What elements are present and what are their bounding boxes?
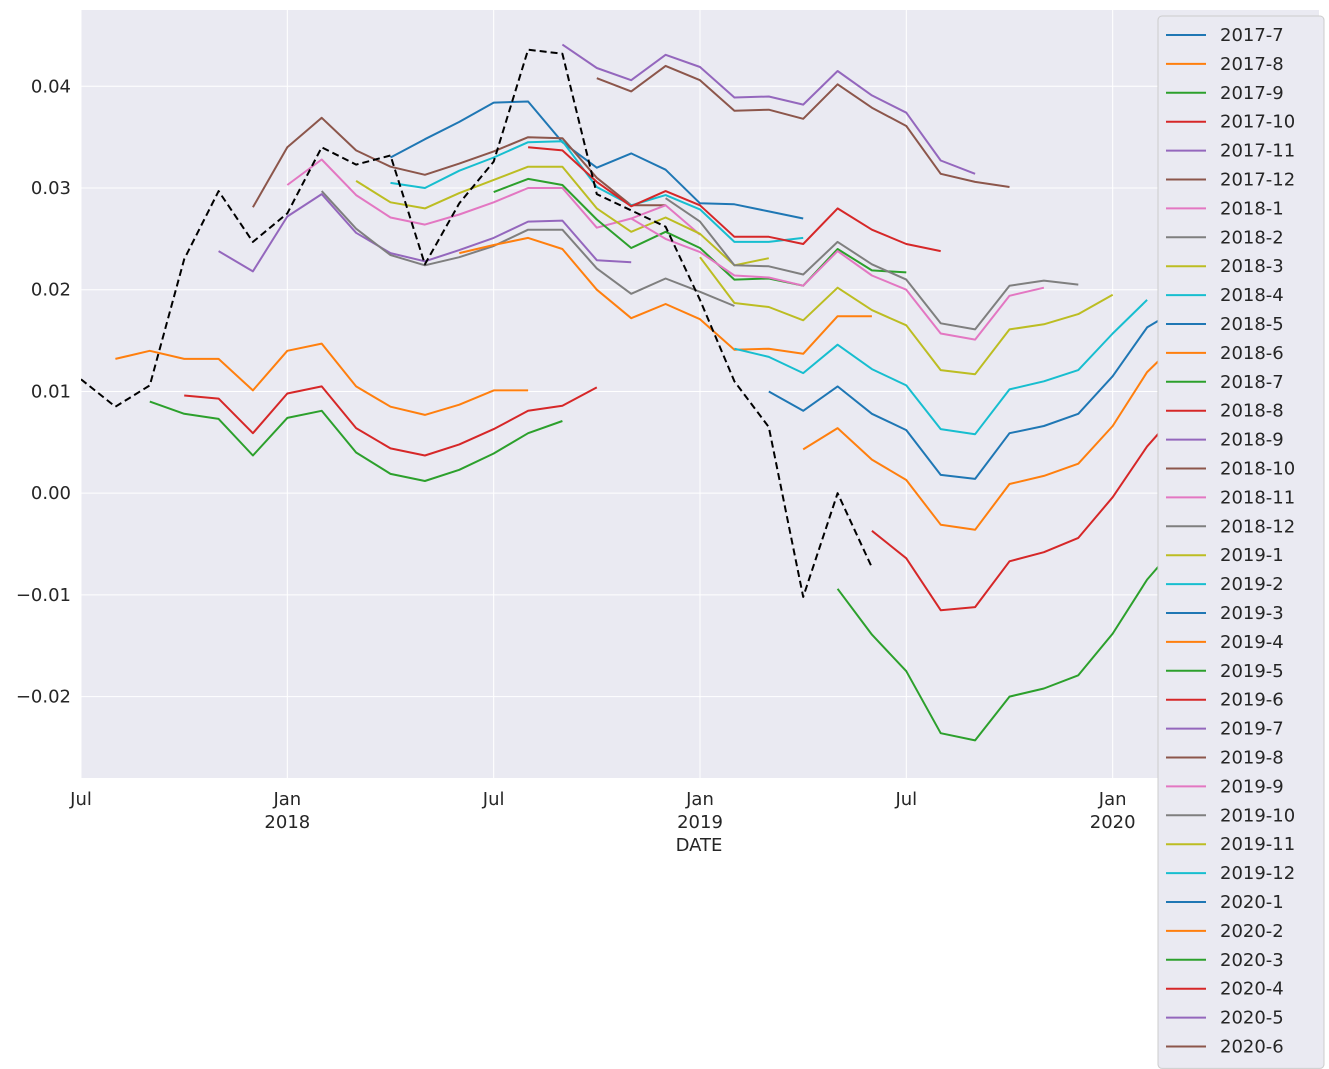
x-axis-title: DATE (676, 835, 723, 856)
legend-label: 2019-10 (1220, 805, 1295, 826)
legend-label: 2018-3 (1220, 256, 1284, 277)
legend-label: 2020-2 (1220, 921, 1284, 942)
legend-label: 2019-5 (1220, 661, 1284, 682)
series-line-2018-9 (561, 43, 976, 175)
series-line-2018-5 (768, 306, 1182, 480)
legend-label: 2017-9 (1220, 83, 1284, 104)
series-line-2018-2 (320, 190, 735, 307)
legend-label: 2019-9 (1220, 776, 1284, 797)
grid-lines (80, 10, 1319, 778)
legend-label: 2019-4 (1220, 632, 1284, 653)
x-tick-label: Jul (482, 789, 505, 810)
legend-label: 2019-11 (1220, 834, 1295, 855)
legend-label: 2018-9 (1220, 430, 1284, 451)
legend-label: 2017-8 (1220, 54, 1284, 75)
legend-label: 2019-8 (1220, 748, 1284, 769)
legend-label: 2018-10 (1220, 459, 1295, 480)
legend-label: 2018-11 (1220, 487, 1295, 508)
x-tick-year-label: 2019 (677, 812, 723, 833)
legend-label: 2020-3 (1220, 950, 1284, 971)
series-line-2019-1 (699, 256, 1114, 376)
y-axis-ticks: −0.02 −0.01 0.00 0.01 0.02 0.03 0.04 (16, 76, 71, 707)
series-line-2017-9 (149, 400, 563, 482)
x-tick-year-label: 2018 (264, 812, 310, 833)
x-tick-label: Jan (1098, 789, 1127, 810)
reference-line-dashed (81, 48, 873, 598)
legend-label: 2019-2 (1220, 574, 1284, 595)
series-line-2019-2 (734, 299, 1148, 436)
x-tick-label: Jan (685, 789, 714, 810)
legend-label: 2019-7 (1220, 719, 1284, 740)
legend-label: 2018-1 (1220, 198, 1284, 219)
x-tick-label: Jan (272, 789, 301, 810)
series-line-2018-6 (459, 236, 872, 355)
y-tick-label: −0.02 (16, 687, 71, 708)
series-line-2018-12 (665, 197, 1079, 331)
series-line-2018-8 (528, 146, 941, 253)
y-tick-label: 0.00 (31, 483, 71, 504)
series-line-2018-3 (355, 165, 770, 267)
y-tick-label: −0.01 (16, 585, 71, 606)
legend-label: 2019-3 (1220, 603, 1284, 624)
legend-label: 2017-11 (1220, 141, 1295, 162)
x-tick-year-label: 2020 (1090, 812, 1136, 833)
series-line-2017-11 (218, 193, 632, 273)
series-line-2018-11 (630, 217, 1045, 341)
series-line-2018-7 (493, 177, 907, 287)
legend-label: 2018-8 (1220, 401, 1284, 422)
series-line-2017-8 (115, 342, 529, 416)
series-line-2018-4 (390, 140, 804, 243)
x-tick-label: Jul (894, 789, 917, 810)
legend-label: 2020-6 (1220, 1037, 1284, 1058)
y-tick-label: 0.02 (31, 280, 71, 301)
series-line-2017-12 (252, 116, 666, 208)
legend-label: 2020-4 (1220, 979, 1284, 1000)
legend-label: 2018-6 (1220, 343, 1284, 364)
legend-box (1157, 15, 1325, 1069)
legend-label: 2019-1 (1220, 545, 1284, 566)
legend-label: 2020-1 (1220, 892, 1284, 913)
x-tick-label: Jul (69, 789, 92, 810)
legend-label: 2020-5 (1220, 1008, 1284, 1029)
series-line-2018-10 (596, 64, 1010, 188)
legend-label: 2018-2 (1220, 227, 1284, 248)
legend-label: 2019-12 (1220, 863, 1295, 884)
legend-label: 2018-12 (1220, 516, 1295, 537)
legend-label: 2017-12 (1220, 170, 1295, 191)
series-line-2017-10 (184, 385, 598, 457)
legend: 2017-7 2017-8 2017-9 2017-10 2017-11 2017-12 2… (1157, 15, 1325, 1069)
legend-label: 2017-10 (1220, 112, 1295, 133)
legend-label: 2018-5 (1220, 314, 1284, 335)
series-line-2017-7 (390, 100, 804, 220)
legend-label: 2017-7 (1220, 25, 1284, 46)
y-tick-label: 0.03 (31, 178, 71, 199)
y-tick-label: 0.04 (31, 76, 71, 97)
series-line-2019-4 (802, 309, 1217, 531)
legend-label: 2018-4 (1220, 285, 1284, 306)
y-tick-label: 0.01 (31, 381, 71, 402)
legend-label: 2019-6 (1220, 690, 1284, 711)
legend-label: 2018-7 (1220, 372, 1284, 393)
